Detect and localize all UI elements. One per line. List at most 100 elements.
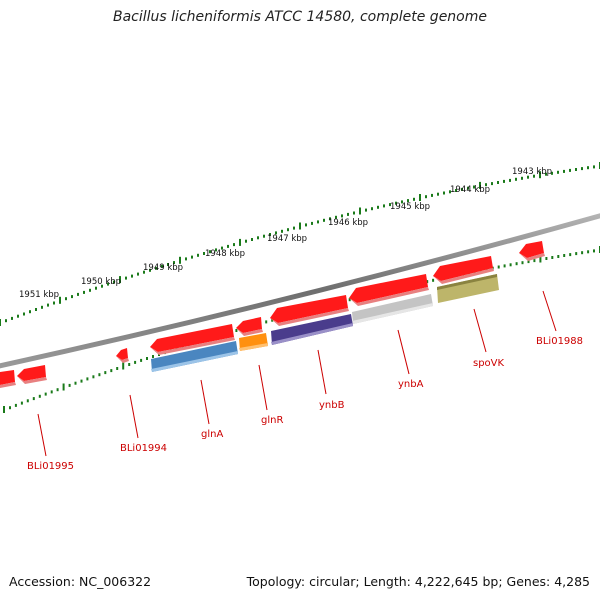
minor-tick (209, 250, 211, 254)
minor-tick (569, 168, 571, 172)
forward-strand-genes (0, 241, 545, 388)
minor-tick (551, 171, 553, 175)
gene-arrow[interactable] (236, 317, 263, 336)
minor-tick (20, 401, 23, 405)
minor-tick (104, 371, 107, 375)
minor-tick (341, 214, 343, 218)
minor-tick (581, 167, 583, 171)
minor-tick (173, 261, 175, 265)
minor-tick (44, 392, 47, 396)
minor-tick (77, 292, 79, 296)
minor-tick (353, 211, 355, 215)
minor-tick (533, 174, 535, 178)
kbp-label-1951: 1951 kbp (19, 290, 59, 300)
minor-tick (116, 367, 119, 370)
gene-arrow[interactable] (433, 256, 494, 284)
major-tick (419, 194, 421, 201)
gene-arrow[interactable] (349, 274, 429, 306)
minor-tick (271, 318, 274, 322)
minor-tick (191, 255, 193, 259)
minor-tick (50, 390, 53, 394)
minor-tick (335, 215, 337, 219)
gene-label-ynba: ynbA (398, 379, 424, 390)
minor-tick (9, 406, 11, 410)
minor-tick (41, 305, 43, 309)
gene-block-glnr[interactable] (239, 333, 268, 351)
accession-text: Accession: NC_006322 (9, 574, 152, 589)
minor-tick (521, 176, 523, 180)
major-tick (3, 406, 5, 413)
minor-tick (245, 239, 247, 243)
minor-tick (563, 254, 566, 257)
gene-block-ynba[interactable] (352, 294, 433, 324)
minor-tick (35, 308, 37, 311)
minor-tick (101, 284, 103, 288)
minor-tick (95, 286, 97, 290)
minor-tick (86, 377, 89, 381)
minor-tick (323, 218, 325, 222)
minor-tick (503, 264, 506, 268)
minor-tick (557, 255, 560, 258)
minor-tick (221, 246, 223, 250)
minor-tick (509, 263, 512, 267)
minor-tick (383, 204, 385, 208)
minor-tick (68, 383, 71, 387)
minor-tick (215, 248, 217, 252)
minor-tick (80, 379, 83, 383)
minor-tick (32, 397, 35, 401)
gene-block-glna[interactable] (151, 341, 238, 372)
minor-tick (348, 298, 351, 302)
minor-tick (533, 259, 536, 263)
gene-arrow[interactable] (17, 365, 47, 384)
minor-tick (269, 233, 271, 236)
minor-tick (29, 310, 31, 314)
minor-tick (455, 189, 457, 192)
minor-tick (265, 320, 268, 324)
genome-stats-text: Topology: circular; Length: 4,222,645 bp… (246, 574, 590, 589)
minor-tick (11, 316, 13, 320)
minor-tick (575, 168, 577, 171)
outer-tick-ruler (0, 162, 600, 326)
gene-arrow[interactable] (0, 370, 16, 388)
major-tick (539, 171, 541, 179)
minor-tick (431, 193, 433, 197)
minor-tick (497, 265, 500, 269)
minor-tick (251, 238, 253, 241)
minor-tick (521, 261, 524, 265)
minor-tick (287, 228, 289, 232)
gene-arrow[interactable] (116, 348, 129, 363)
gene-label-spovk: spoVK (473, 358, 505, 369)
map-title: Bacillus licheniformis ATCC 14580, compl… (113, 9, 487, 25)
minor-tick (263, 234, 265, 238)
minor-tick (575, 252, 578, 256)
minor-tick (71, 295, 73, 299)
major-tick (299, 222, 301, 230)
minor-tick (557, 170, 559, 174)
minor-tick (23, 312, 25, 316)
minor-tick (305, 223, 307, 227)
gene-arrow[interactable] (150, 324, 235, 355)
gene-block-ynbb[interactable] (271, 314, 353, 345)
minor-tick (143, 270, 145, 274)
minor-tick (17, 314, 19, 318)
minor-tick (432, 278, 435, 282)
minor-tick (551, 256, 554, 259)
named-gene-blocks (151, 274, 499, 372)
minor-tick (161, 264, 163, 268)
minor-tick (389, 203, 391, 207)
gene-arrow[interactable] (270, 295, 349, 326)
minor-tick (110, 369, 113, 373)
minor-tick (473, 185, 475, 189)
minor-tick (515, 262, 518, 266)
kbp-label-1948: 1948 kbp (205, 249, 245, 259)
minor-tick (347, 212, 349, 216)
minor-tick (185, 257, 187, 261)
gene-arrow[interactable] (519, 241, 545, 261)
minor-tick (235, 329, 238, 332)
minor-tick (395, 201, 397, 205)
gene-block-spovk[interactable] (437, 274, 499, 303)
kbp-label-1943: 1943 kbp (512, 167, 552, 177)
minor-tick (371, 207, 373, 211)
minor-tick (407, 199, 409, 203)
major-tick (539, 255, 542, 263)
